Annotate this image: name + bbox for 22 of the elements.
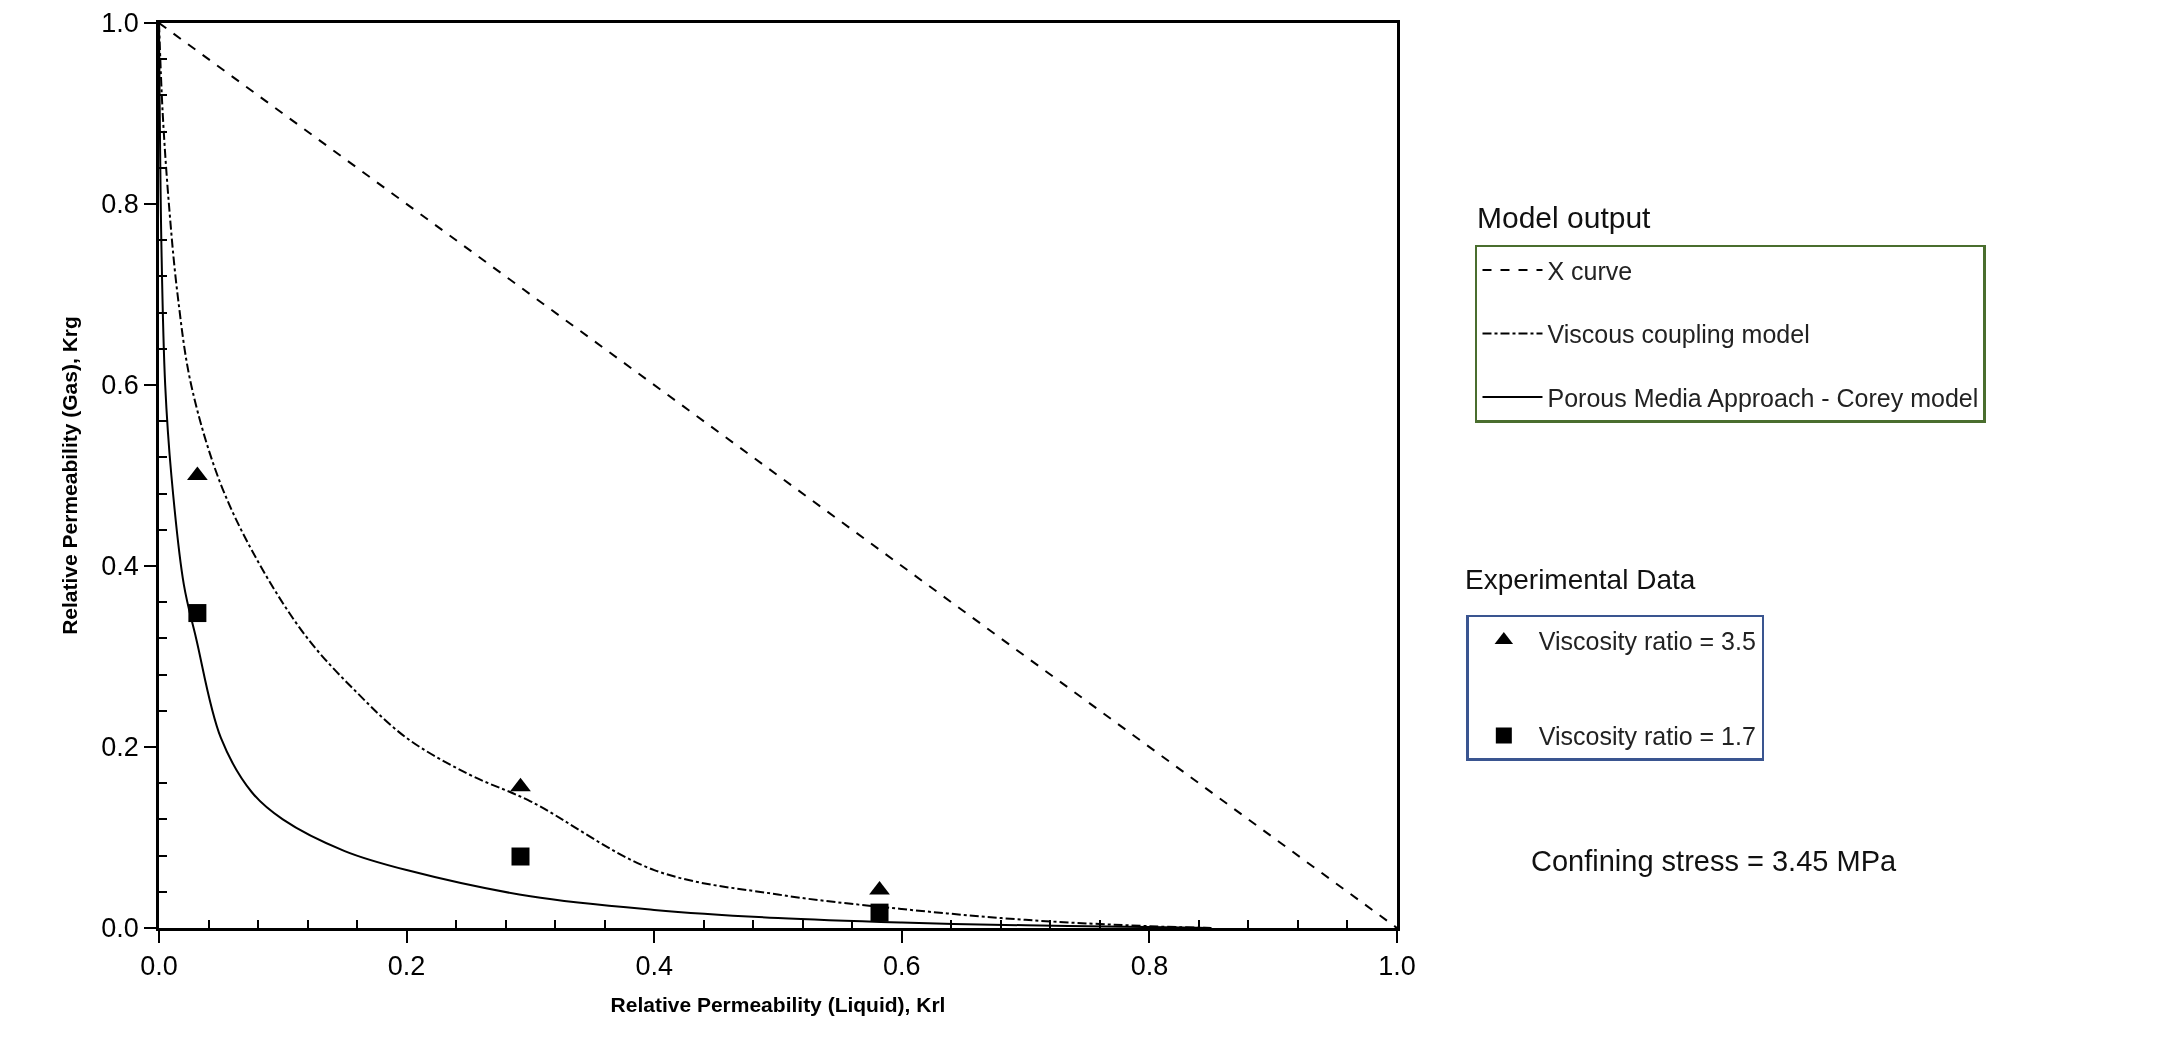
legend-label: Viscous coupling model <box>1547 320 1810 349</box>
y-tick-label: 0.2 <box>101 732 139 763</box>
y-axis-title: Relative Permeability (Gas), Krg <box>58 316 82 635</box>
text: Confining stress = 3.45 MPa <box>1531 845 1897 877</box>
y-tick-label: 0.8 <box>101 189 139 220</box>
y-tick-label: 0.6 <box>101 370 139 401</box>
x-tick-label: 0.2 <box>387 951 426 982</box>
x-tick-label: 0.6 <box>883 951 921 982</box>
text: Experimental Data <box>1465 564 1696 595</box>
y-tick-label: 1.0 <box>101 8 139 39</box>
legend-label: Viscosity ratio = 1.7 <box>1538 722 1756 751</box>
x-tick-label: 0.0 <box>140 951 178 982</box>
x-axis-title: Relative Permeability (Liquid), Krl <box>610 993 946 1017</box>
text: Model output <box>1477 201 1652 234</box>
x-tick-label: 1.0 <box>1378 951 1416 982</box>
x-tick-label: 0.4 <box>635 951 673 982</box>
legend-label: X curve <box>1547 256 1633 285</box>
x-tick-label: 0.8 <box>1130 951 1169 982</box>
legend-label: Porous Media Approach - Corey model <box>1547 383 1979 412</box>
y-tick-label: 0.0 <box>101 913 139 944</box>
y-tick-label: 0.4 <box>101 551 139 582</box>
legend-label: Viscosity ratio = 3.5 <box>1538 626 1756 655</box>
